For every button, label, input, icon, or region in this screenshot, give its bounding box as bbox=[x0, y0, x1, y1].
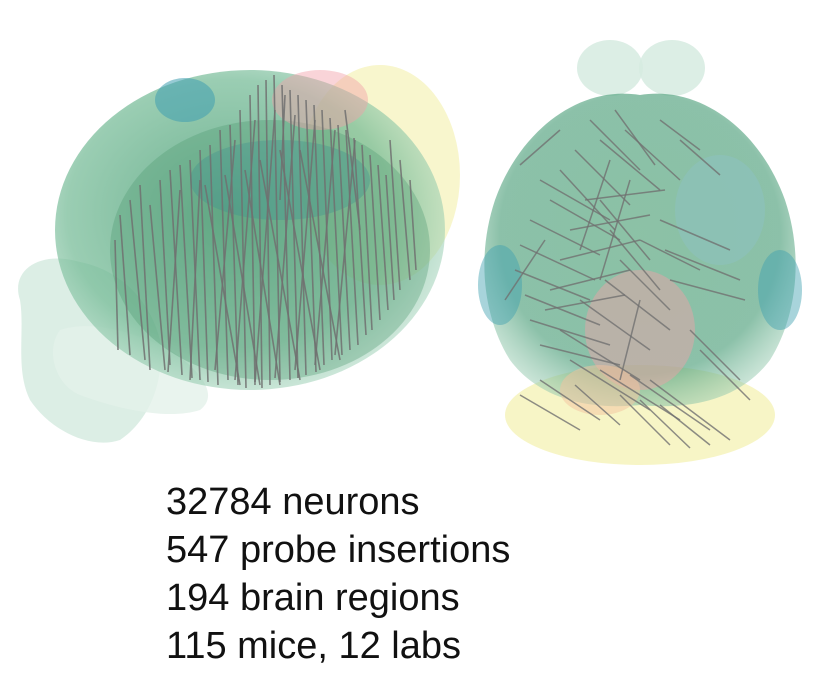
dorsal-midline-pink-shape bbox=[585, 270, 695, 390]
brain-probe-figure bbox=[18, 40, 802, 465]
dorsal-right-teal-shape bbox=[675, 155, 765, 265]
stat-mice-labs: 115 mice, 12 labs bbox=[166, 625, 462, 667]
brainstem-shape bbox=[52, 326, 209, 415]
olfactory-region-shape bbox=[155, 78, 215, 122]
cortex-inner-shape bbox=[110, 120, 430, 380]
dorsal-left-lateral-shape bbox=[478, 245, 522, 325]
dorsal-brain-view bbox=[478, 40, 802, 465]
sagittal-brain-view bbox=[18, 65, 460, 443]
olfactory-bulb-left-shape bbox=[577, 40, 643, 96]
thalamus-region-shape bbox=[272, 70, 368, 130]
dorsal-probe-lines bbox=[504, 109, 751, 449]
dataset-stats: 32784 neurons 547 probe insertions 194 b… bbox=[166, 478, 510, 670]
sagittal-probe-lines bbox=[114, 74, 417, 389]
stat-neurons: 32784 neurons bbox=[166, 481, 420, 523]
stat-probe-insertions: 547 probe insertions bbox=[166, 529, 511, 571]
stat-brain-regions: 194 brain regions bbox=[166, 577, 460, 619]
olfactory-bulb-right-shape bbox=[639, 40, 705, 96]
dorsal-right-lateral-shape bbox=[758, 250, 802, 330]
